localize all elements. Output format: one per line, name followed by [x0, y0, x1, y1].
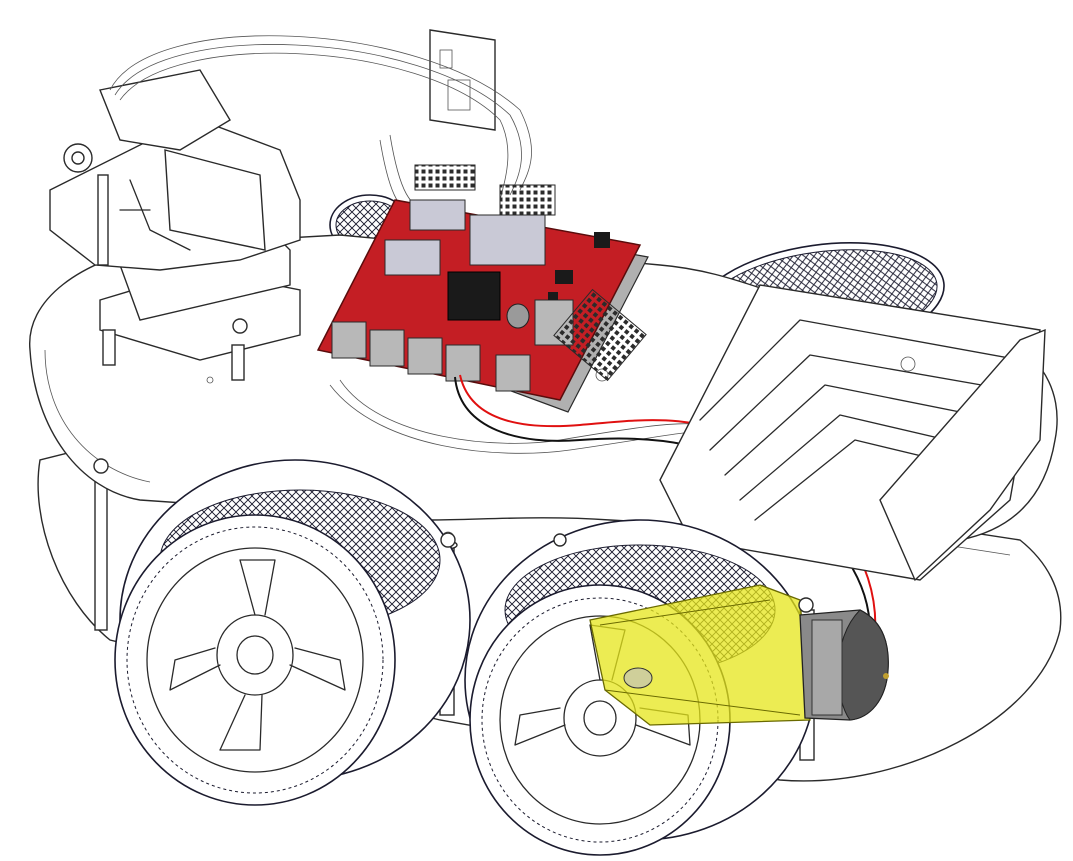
sensor-board	[429, 29, 496, 131]
connector	[469, 214, 546, 266]
connector	[409, 199, 466, 231]
header-pins	[499, 184, 556, 216]
jumper-wires	[109, 35, 706, 454]
motor-driver-shield	[316, 164, 649, 413]
connector	[384, 239, 441, 276]
front-left-wheel	[114, 459, 471, 806]
motor-can	[799, 609, 889, 721]
battery-holder	[659, 284, 1046, 582]
geared-dc-motor	[589, 584, 889, 726]
standoff	[91, 465, 111, 631]
pan-tilt-servo-bracket	[49, 69, 301, 381]
wheel-hub	[169, 559, 346, 751]
capacitor	[506, 303, 530, 329]
driver-chip	[447, 271, 501, 321]
motor-shaft	[623, 667, 653, 689]
reset-button	[594, 232, 610, 248]
header-pins	[414, 164, 476, 191]
screws	[93, 318, 814, 613]
screw-terminals	[331, 321, 531, 392]
